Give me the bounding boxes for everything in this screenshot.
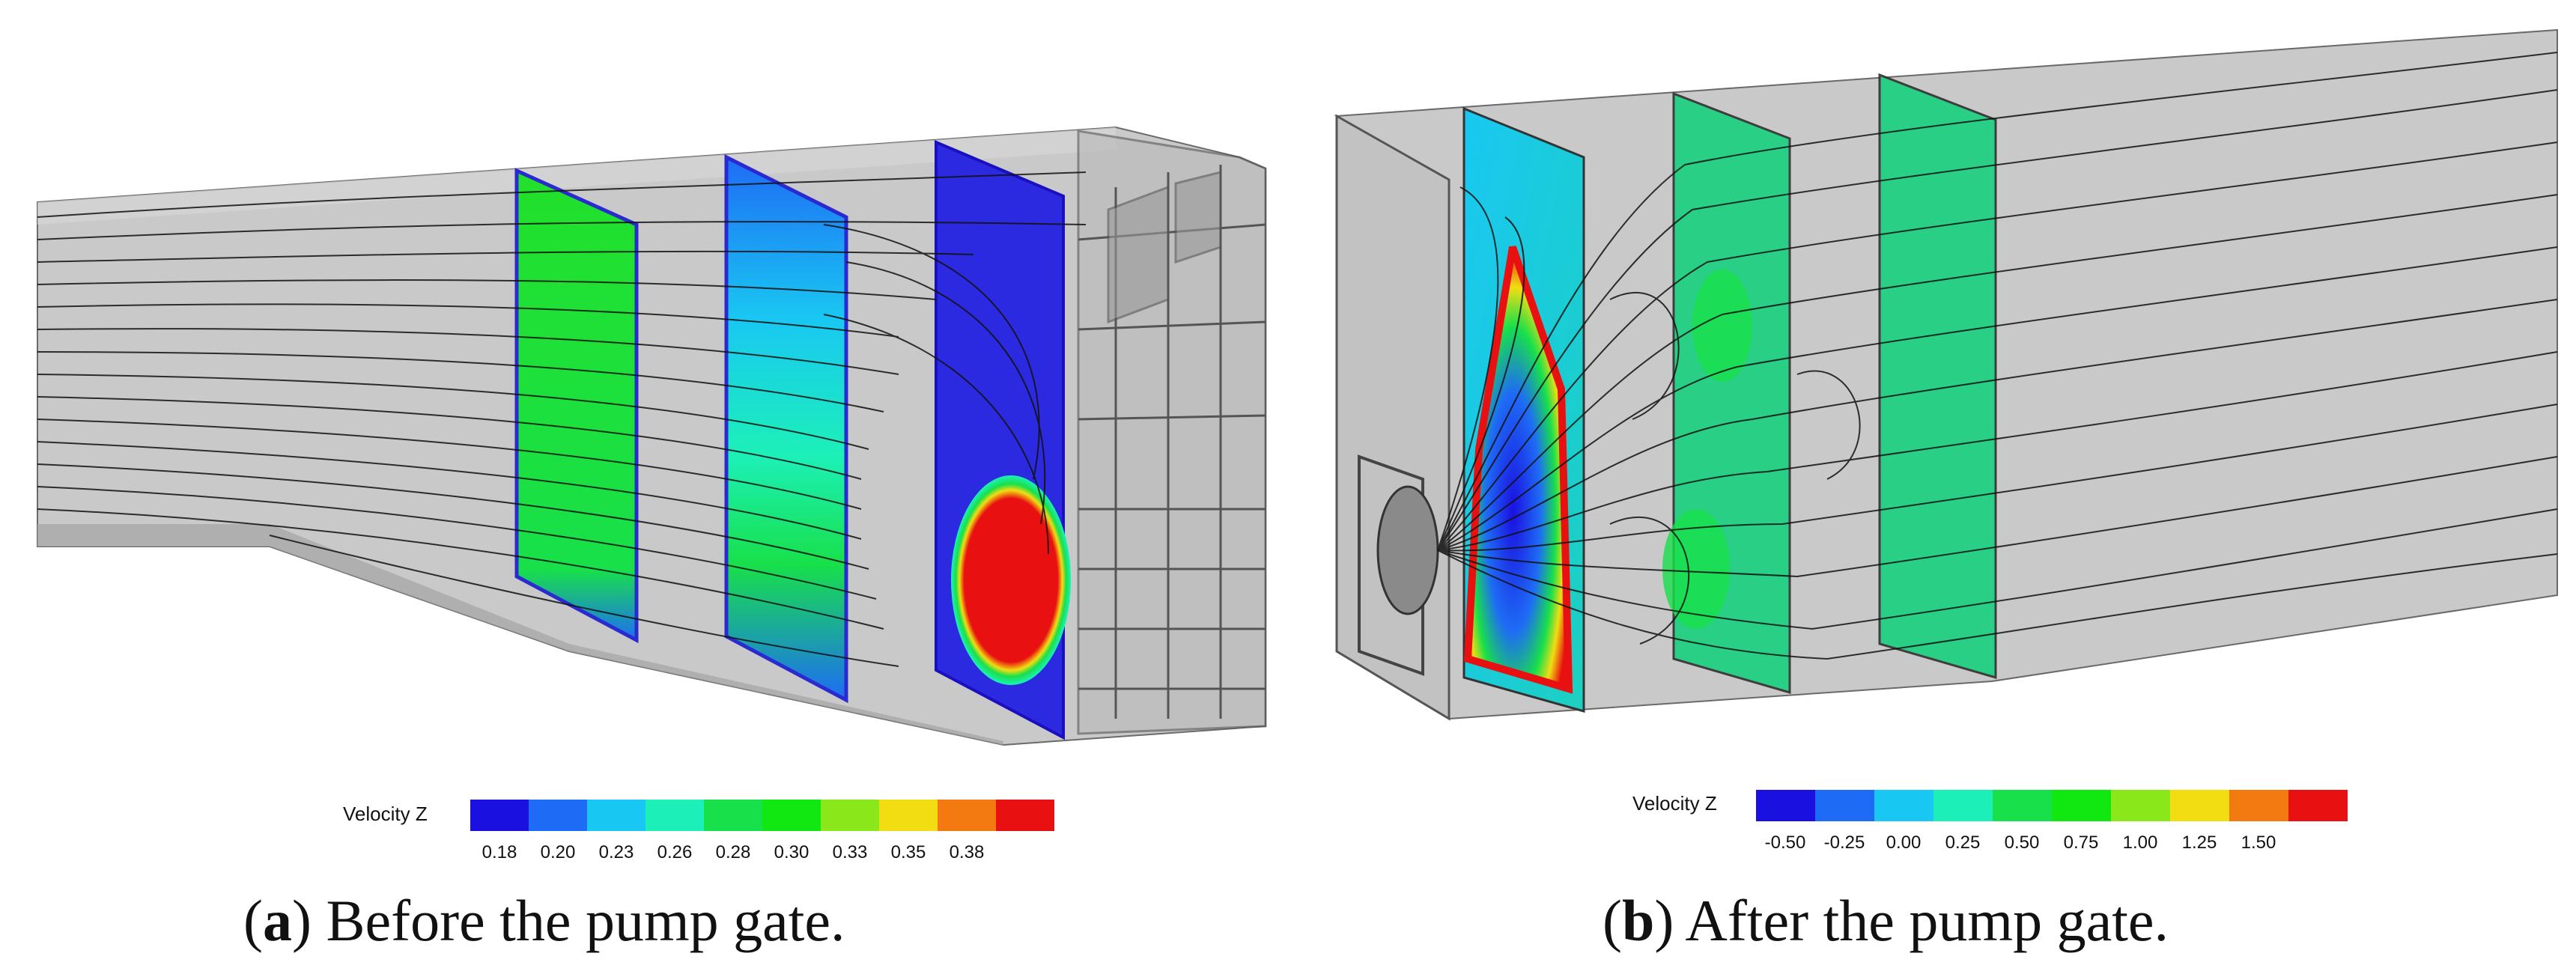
colorbar-a-swatch-9 (996, 800, 1054, 831)
colorbar-b-swatch-0 (1756, 790, 1815, 821)
colorbar-a-swatch-2 (587, 800, 645, 831)
colorbar-a-tick-2: 0.23 (598, 842, 634, 862)
velocity-triangle-b (1463, 246, 1573, 694)
colorbar-a-swatch-7 (879, 800, 938, 831)
colorbar-b-swatch-1 (1815, 790, 1874, 821)
colorbar-b-swatch-7 (2170, 790, 2229, 821)
colorbar-b-tick-3: 0.25 (1945, 833, 1981, 853)
pump-house-a (1077, 130, 1267, 735)
colorbar-label-b: Velocity Z (1632, 792, 1717, 815)
colorbar-b-tick-7: 1.25 (2181, 833, 2217, 853)
colorbar-a-swatch-8 (938, 800, 996, 831)
inlet-box-b (1335, 114, 1450, 721)
colorbar-b-swatch-8 (2229, 790, 2288, 821)
colorbar-a-swatch-0 (470, 800, 529, 831)
colorbar-b-swatch-4 (1993, 790, 2052, 821)
colorbar-a-tick-3: 0.26 (657, 842, 693, 862)
streamlines-b (1437, 52, 2558, 660)
colorbar-b-swatch-5 (2052, 790, 2111, 821)
colorbar-a-tick-0: 0.18 (482, 842, 517, 862)
colorbar-b-tick-1: -0.25 (1823, 833, 1865, 853)
caption-a-letter: a (262, 888, 292, 953)
colorbar-a-swatch-3 (645, 800, 704, 831)
colorbar-b-swatch-2 (1874, 790, 1933, 821)
colorbar-b-tick-5: 0.75 (2063, 833, 2099, 853)
colorbar-b-swatch-3 (1933, 790, 1993, 821)
caption-b: (b) After the pump gate. (1603, 888, 2169, 953)
colorbar-b-tick-0: -0.50 (1764, 833, 1806, 853)
colorbar-a-swatch-1 (529, 800, 587, 831)
caption-a: (a) Before the pump gate. (243, 888, 845, 953)
panel-b-scene (1334, 28, 2558, 721)
colorbar-a-swatch-6 (821, 800, 879, 831)
colorbar-a-tick-8: 0.38 (949, 842, 985, 862)
section-plane-a2 (724, 153, 848, 704)
colorbar-a-tick-6: 0.33 (832, 842, 868, 862)
colorbar-a-tick-5: 0.30 (774, 842, 809, 862)
colorbar-b-swatch-9 (2288, 790, 2348, 821)
colorbar-label-a: Velocity Z (343, 803, 428, 825)
colorbar-b-tick-8: 1.50 (2241, 833, 2276, 853)
colorbar-a-swatch-5 (762, 800, 821, 831)
colorbar-a-tick-1: 0.20 (540, 842, 576, 862)
colorbar-b-tick-4: 0.50 (2004, 833, 2040, 853)
colorbar-b-swatch-6 (2111, 790, 2170, 821)
colorbar-b-tick-6: 1.00 (2122, 833, 2158, 853)
caption-a-text: Before the pump gate. (326, 888, 845, 953)
panel-a-scene (37, 126, 1267, 746)
caption-b-text: After the pump gate. (1685, 888, 2169, 953)
colorbar-swatches-b (1756, 790, 2348, 821)
colorbar-a-tick-4: 0.28 (715, 842, 751, 862)
velocity-hotspot-a (951, 475, 1071, 685)
colorbar-a-swatch-4 (704, 800, 762, 831)
colorbar-b-tick-2: 0.00 (1886, 833, 1922, 853)
section-plane-b3 (1878, 73, 1997, 679)
caption-b-letter: b (1621, 888, 1655, 953)
section-plane-a1 (514, 168, 639, 644)
colorbar-a-tick-7: 0.35 (890, 842, 926, 862)
colorbar-swatches-a (470, 800, 1054, 831)
streamlines-a (37, 171, 1087, 667)
